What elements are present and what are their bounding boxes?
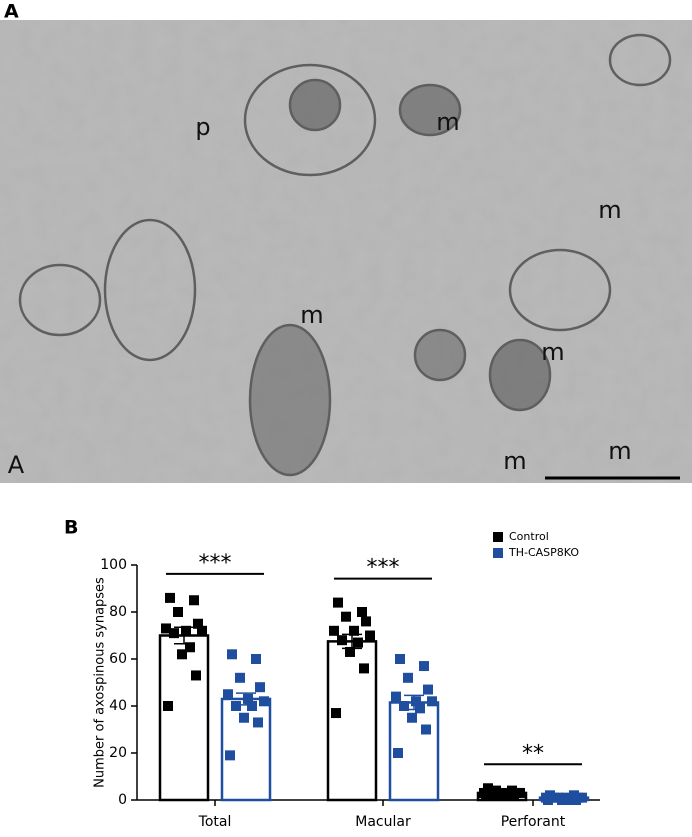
image-label: m <box>541 338 564 366</box>
data-point <box>391 691 401 702</box>
error-bar <box>404 694 424 711</box>
data-point <box>411 696 421 707</box>
image-label: A <box>8 451 25 479</box>
data-point <box>255 682 265 693</box>
data-point <box>173 607 183 617</box>
data-point <box>161 623 171 634</box>
data-point <box>495 790 505 801</box>
data-point <box>393 748 403 758</box>
data-point <box>571 795 581 805</box>
data-point <box>415 703 425 714</box>
data-point <box>359 663 369 674</box>
data-point <box>197 625 207 636</box>
data-point <box>185 642 195 653</box>
data-point <box>543 795 553 805</box>
data-point <box>193 618 203 629</box>
data-point <box>181 625 191 636</box>
data-point <box>189 595 199 606</box>
data-point <box>333 597 343 608</box>
data-point <box>341 611 351 622</box>
x-tick-label: Macular <box>355 814 411 830</box>
error-bar <box>236 692 256 706</box>
image-label: m <box>598 196 621 224</box>
bar <box>158 634 210 802</box>
y-tick-label: 40 <box>109 698 127 714</box>
data-point <box>353 637 363 648</box>
image-label: m <box>436 108 459 136</box>
data-point <box>515 787 525 798</box>
y-tick-label: 0 <box>118 792 127 808</box>
image-label: p <box>195 113 210 141</box>
legend-swatch <box>493 548 503 558</box>
data-point <box>331 708 341 719</box>
error-bar <box>492 791 512 795</box>
data-point <box>399 701 409 711</box>
data-point <box>487 790 497 801</box>
y-tick-label: 60 <box>109 651 127 667</box>
data-point <box>365 630 375 641</box>
image-label: m <box>608 437 631 465</box>
legend-label: Control <box>509 530 549 543</box>
data-point <box>345 646 355 657</box>
y-tick-label: 20 <box>109 745 127 761</box>
data-point <box>503 790 513 801</box>
data-point <box>239 712 249 723</box>
data-point <box>357 607 367 617</box>
data-point <box>169 628 179 639</box>
data-point <box>165 592 175 603</box>
data-point <box>243 693 253 704</box>
data-point <box>225 750 235 761</box>
error-bar <box>554 796 574 800</box>
data-point <box>247 701 257 711</box>
error-bar <box>342 633 362 650</box>
data-point <box>361 616 371 627</box>
data-point <box>223 689 233 700</box>
data-point <box>419 661 429 672</box>
data-point <box>231 701 241 711</box>
data-point <box>259 696 269 707</box>
error-bar <box>174 626 194 645</box>
significance-label: ** <box>522 741 544 766</box>
legend-swatch <box>493 532 503 542</box>
data-point <box>349 625 359 636</box>
y-tick-label: 80 <box>109 604 127 620</box>
panel-label: B <box>64 517 78 539</box>
y-tick-label: 100 <box>100 557 127 573</box>
data-point <box>421 724 431 735</box>
y-axis-label: Number of axospinous synapses <box>93 577 108 788</box>
data-point <box>329 625 339 636</box>
data-point <box>191 670 201 681</box>
data-point <box>509 790 519 801</box>
data-point <box>407 712 417 723</box>
image-label: m <box>300 301 323 329</box>
data-point <box>403 672 413 683</box>
data-point <box>227 649 237 660</box>
significance-label: *** <box>367 556 400 581</box>
data-point <box>337 635 347 646</box>
data-point <box>253 717 263 728</box>
data-point <box>565 795 575 805</box>
significance-label: *** <box>199 551 232 576</box>
data-point <box>577 792 587 803</box>
data-point <box>163 701 173 711</box>
data-point <box>395 654 405 664</box>
data-point <box>427 696 437 707</box>
data-point <box>481 790 491 801</box>
panel-label: A <box>4 1 19 23</box>
data-point <box>251 654 261 664</box>
image-label: m <box>503 447 526 475</box>
em-image <box>0 20 692 483</box>
data-point <box>235 672 245 683</box>
x-tick-label: Perforant <box>501 814 566 830</box>
data-point <box>557 795 567 805</box>
data-point <box>177 649 187 660</box>
data-point <box>423 684 433 695</box>
legend-label: TH-CASP8KO <box>508 546 579 559</box>
x-tick-label: Total <box>198 814 232 830</box>
